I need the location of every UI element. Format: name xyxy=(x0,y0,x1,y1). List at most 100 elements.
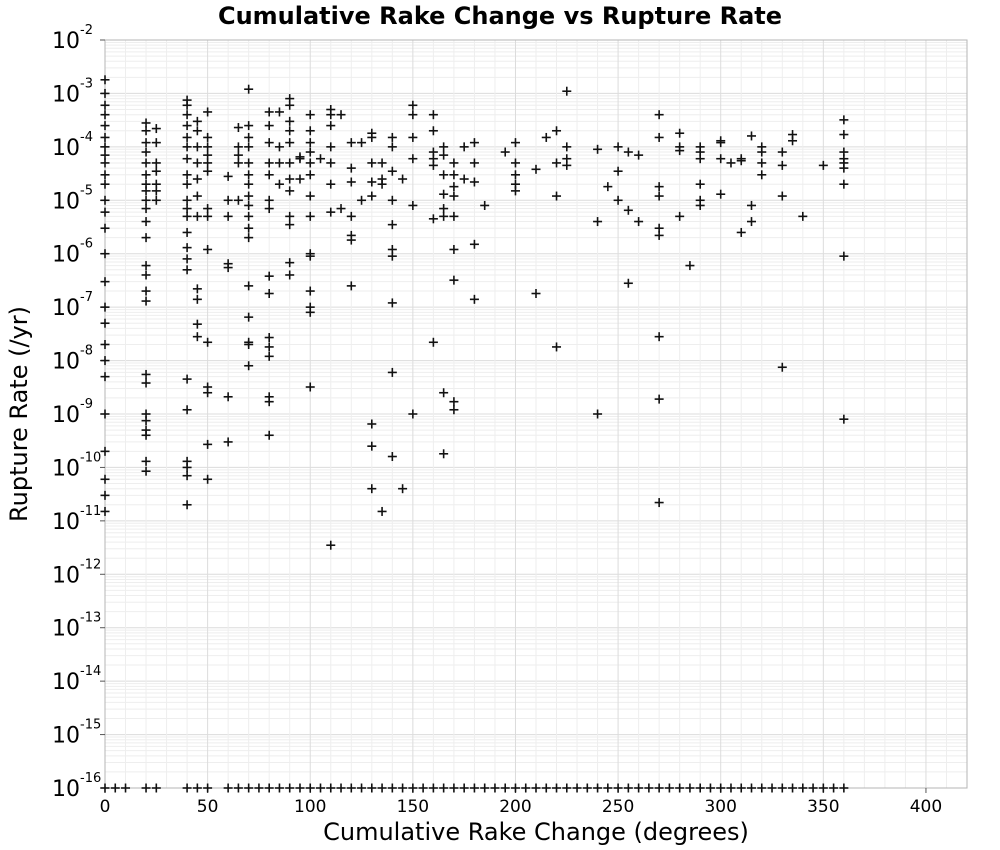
data-point xyxy=(552,191,562,201)
y-tick-exponent: -12 xyxy=(80,557,101,572)
data-point xyxy=(305,158,315,168)
data-point xyxy=(531,783,541,793)
data-point xyxy=(203,158,213,168)
data-point xyxy=(398,174,408,184)
data-point xyxy=(510,170,520,180)
data-point xyxy=(182,110,192,120)
data-point xyxy=(716,189,726,199)
data-point xyxy=(182,204,192,214)
data-point xyxy=(295,174,305,184)
data-point xyxy=(357,195,367,205)
data-point xyxy=(346,783,356,793)
data-point xyxy=(459,174,469,184)
data-point xyxy=(182,471,192,481)
data-point xyxy=(408,200,418,210)
y-tick-label: 10 xyxy=(52,617,80,642)
data-point xyxy=(100,302,110,312)
data-point xyxy=(675,783,685,793)
data-point xyxy=(100,132,110,142)
data-point xyxy=(562,86,572,96)
data-point xyxy=(623,783,633,793)
y-tick-label: 10 xyxy=(52,670,80,695)
data-point xyxy=(182,500,192,510)
data-point xyxy=(654,394,664,404)
data-point xyxy=(367,132,377,142)
data-point xyxy=(634,783,644,793)
data-point xyxy=(244,158,254,168)
data-point xyxy=(182,243,192,253)
data-point xyxy=(439,783,449,793)
data-point xyxy=(305,126,315,136)
data-point xyxy=(387,367,397,377)
data-point xyxy=(572,783,582,793)
data-point xyxy=(367,177,377,187)
data-point xyxy=(459,783,469,793)
data-point xyxy=(839,179,849,189)
data-point xyxy=(305,307,315,317)
y-tick-label: 10 xyxy=(52,777,80,802)
data-point xyxy=(377,179,387,189)
data-point xyxy=(203,211,213,221)
y-axis-label: Rupture Rate (/yr) xyxy=(5,306,33,522)
data-point xyxy=(244,200,254,210)
data-point xyxy=(141,261,151,271)
data-point xyxy=(593,409,603,419)
data-points xyxy=(100,75,849,793)
data-point xyxy=(777,160,787,170)
data-point xyxy=(623,278,633,288)
data-point xyxy=(141,416,151,426)
x-tick-label: 150 xyxy=(397,797,429,817)
data-point xyxy=(326,158,336,168)
data-point xyxy=(357,783,367,793)
data-point xyxy=(203,337,213,347)
data-point xyxy=(233,158,243,168)
data-point xyxy=(439,170,449,180)
data-point xyxy=(316,783,325,793)
data-point xyxy=(357,138,367,148)
data-point xyxy=(316,154,325,164)
data-point xyxy=(829,783,839,793)
data-point xyxy=(182,195,192,205)
data-point xyxy=(449,158,459,168)
data-point xyxy=(613,142,623,152)
data-point xyxy=(141,186,151,196)
data-point xyxy=(695,154,705,164)
data-point xyxy=(182,254,192,264)
data-point xyxy=(777,362,787,372)
data-point xyxy=(808,783,818,793)
data-point xyxy=(192,191,202,201)
data-point xyxy=(141,118,151,128)
data-point xyxy=(244,223,254,233)
data-point xyxy=(100,142,110,152)
data-point xyxy=(377,506,387,516)
data-point xyxy=(387,166,397,176)
data-point xyxy=(798,211,808,221)
data-point xyxy=(244,179,254,189)
data-point xyxy=(244,191,254,201)
data-point xyxy=(223,392,233,402)
y-tick-label: 10 xyxy=(52,296,80,321)
data-point xyxy=(736,227,746,237)
data-point xyxy=(305,211,315,221)
data-point xyxy=(798,783,808,793)
x-axis-ticks: 0 50 100 150 200 250 300 350 400 xyxy=(100,788,942,817)
data-point xyxy=(141,286,151,296)
data-point xyxy=(336,783,346,793)
data-point xyxy=(151,186,161,196)
data-point xyxy=(367,419,377,429)
data-point xyxy=(192,142,202,152)
data-point xyxy=(305,110,315,120)
data-point xyxy=(367,191,377,201)
data-point xyxy=(387,251,397,261)
data-point xyxy=(100,158,110,168)
data-point xyxy=(182,462,192,472)
data-point xyxy=(469,138,479,148)
data-point xyxy=(285,158,295,168)
data-point xyxy=(839,783,849,793)
data-point xyxy=(192,319,202,329)
data-point xyxy=(182,154,192,164)
data-point xyxy=(747,200,756,210)
data-point xyxy=(192,174,202,184)
data-point xyxy=(552,783,562,793)
data-point xyxy=(110,783,120,793)
